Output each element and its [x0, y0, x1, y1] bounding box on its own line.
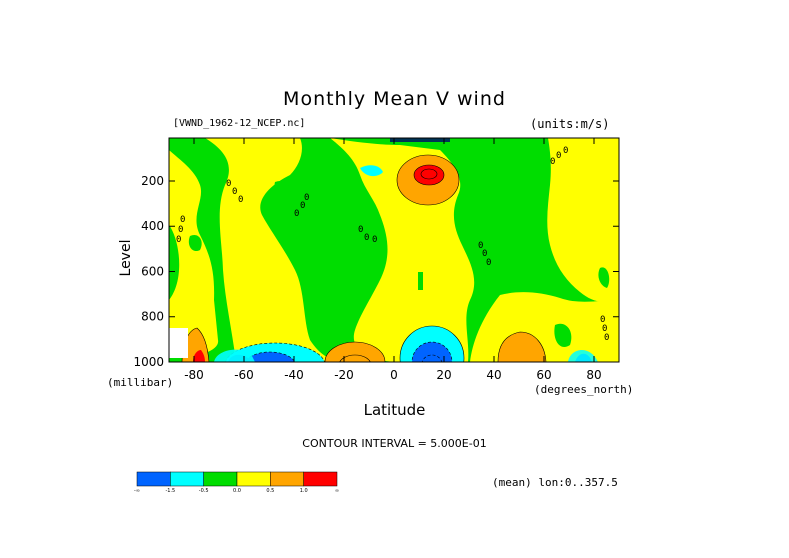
zero-label-4: 0: [294, 209, 299, 219]
region-green-patch-3: [418, 272, 423, 290]
contour-interval-text: CONTOUR INTERVAL = 5.000E-01: [302, 437, 487, 450]
y-tick-label: 1000: [133, 355, 164, 369]
colorbar: -∞ -1.5 -0.5 0.0 0.5 1.0 ∞: [134, 471, 339, 494]
region-green-patch-6: [554, 323, 572, 348]
x-axis: -80 -60 -40 -20 0 20 40 60 80: [184, 138, 602, 382]
x-tick-label: 20: [436, 368, 451, 382]
x-axis-label: Latitude: [363, 401, 426, 419]
region-cyan-northpole: [568, 349, 598, 362]
zero-label-8: 0: [178, 225, 183, 235]
mean-longitude-note: (mean) lon:0..357.5: [492, 476, 618, 489]
zero-label-10: 0: [358, 225, 363, 235]
x-tick-label: 40: [486, 368, 501, 382]
region-blue-south: [244, 351, 296, 362]
x-tick-label: -80: [184, 368, 204, 382]
zero-label-5: 0: [300, 201, 305, 211]
zero-label-3: 0: [238, 195, 243, 205]
y-axis-label: Level: [118, 239, 134, 277]
region-red-polar: [193, 350, 205, 362]
region-green-patch-5: [598, 267, 610, 288]
region-white-missing: [169, 328, 188, 358]
region-orange-south: [324, 341, 386, 362]
zero-label-9: 0: [176, 235, 181, 245]
region-green-patch-2: [349, 280, 354, 300]
zero-label-14: 0: [482, 249, 487, 259]
colorbar-label: ∞: [335, 488, 339, 494]
zero-label-7: 0: [180, 215, 185, 225]
zero-label-18: 0: [563, 146, 568, 156]
region-green-patch-1: [274, 180, 291, 197]
colorbar-label: -∞: [134, 488, 140, 494]
x-tick-label: -40: [284, 368, 304, 382]
dataset-file-label: [VWND_1962-12_NCEP.nc]: [173, 118, 306, 129]
zero-label-16: 0: [550, 157, 555, 167]
colorbar-swatch: [236, 471, 271, 487]
y-tick-label: 400: [141, 219, 164, 233]
zero-label-13: 0: [478, 241, 483, 251]
region-yellow-north: [547, 138, 619, 303]
zero-label-15: 0: [486, 258, 491, 268]
region-cyan-polar: [214, 349, 255, 362]
colorbar-label: -1.5: [165, 488, 175, 494]
contour-orange-south-inner: [339, 354, 371, 362]
y-tick-label: 200: [141, 174, 164, 188]
zero-label-1: 0: [226, 179, 231, 189]
region-green-patch-4: [188, 234, 202, 252]
region-yellow-south-west: [169, 150, 219, 358]
zero-label-19: 0: [600, 315, 605, 325]
zero-label-2: 0: [232, 187, 237, 197]
region-blue-tropical: [411, 341, 453, 362]
zero-label-21: 0: [604, 333, 609, 343]
y-tick-label: 800: [141, 310, 164, 324]
y-tick-label: 600: [141, 264, 164, 278]
region-yellow-south-mid: [205, 138, 350, 362]
y-axis: 200 400 600 800 1000: [133, 174, 619, 369]
x-tick-label: -20: [334, 368, 354, 382]
y-axis-unit: (millibar): [107, 376, 174, 389]
colorbar-label: -0.5: [199, 488, 209, 494]
colorbar-swatch: [136, 471, 171, 487]
region-orange-north: [497, 331, 547, 362]
colorbar-swatch: [303, 471, 338, 487]
contour-jet-inner: [420, 168, 438, 180]
region-cyan-top: [360, 165, 383, 177]
zero-label-20: 0: [602, 324, 607, 334]
x-tick-label: 60: [536, 368, 551, 382]
units-label: (units:m/s): [530, 117, 610, 131]
colorbar-swatch: [203, 471, 238, 487]
colorbar-label: 1.0: [300, 488, 308, 494]
x-tick-label: 80: [586, 368, 601, 382]
zero-label-12: 0: [372, 235, 377, 245]
region-top-strip: [390, 138, 450, 142]
chart-title: Monthly Mean V wind: [283, 88, 506, 110]
colorbar-swatch: [270, 471, 304, 487]
x-tick-label: 0: [390, 368, 398, 382]
zero-label-6: 0: [304, 193, 309, 203]
colorbar-swatch: [170, 471, 204, 487]
colorbar-label: 0.0: [233, 488, 241, 494]
zero-label-11: 0: [364, 233, 369, 243]
region-red-jet: [413, 164, 445, 186]
x-axis-unit: (degrees_north): [534, 383, 634, 396]
zero-label-17: 0: [556, 151, 561, 161]
x-tick-label: -60: [234, 368, 254, 382]
colorbar-label: 0.5: [266, 488, 274, 494]
